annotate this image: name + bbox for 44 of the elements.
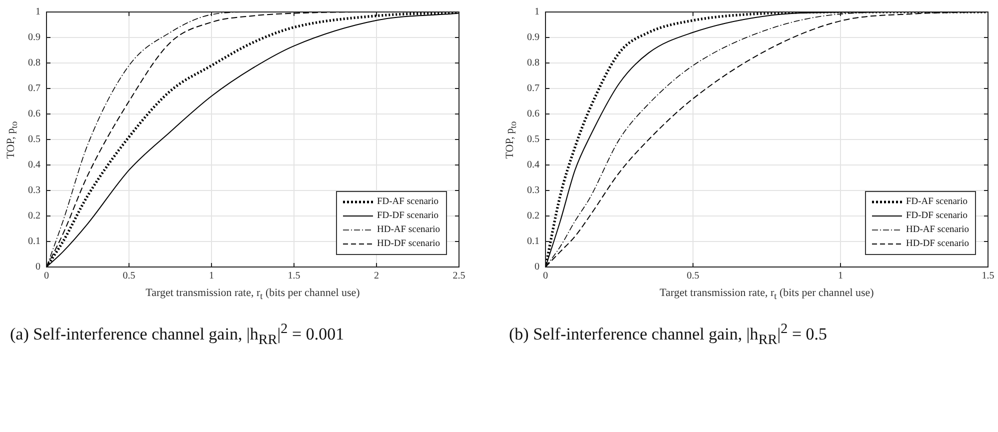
x-axis-title: Target transmission rate, r$_{t}$ (bits per channel use): [660, 287, 874, 302]
legend-label: FD-DF scenario: [906, 211, 968, 221]
y-tick-label: 0.3: [28, 185, 40, 196]
y-tick-label: 0.4: [527, 160, 540, 171]
x-tick-label: 0: [543, 270, 548, 282]
y-tick-label: 0.4: [28, 160, 40, 171]
text: (b) Self-interference channel gain, |h$_{RR}$|$^{2}$ = 0.5: [509, 320, 828, 350]
x-tick-label: 0.5: [122, 270, 136, 282]
legend-label: HD-DF scenario: [377, 239, 440, 249]
y-tick-label: 0.1: [527, 236, 540, 248]
legend-label: HD-AF scenario: [906, 225, 970, 235]
y-tick-label: 0.2: [527, 210, 540, 222]
x-tick-label: 0.5: [686, 270, 700, 282]
legend-label: HD-AF scenario: [377, 225, 440, 235]
y-tick-label: 0.6: [28, 108, 40, 120]
y-tick-label: 0: [534, 262, 540, 273]
y-tick-label: 0: [36, 262, 40, 273]
y-tick-label: 0.9: [527, 32, 540, 44]
legend-label: HD-DF scenario: [906, 239, 970, 249]
x-tick-label: 1.5: [288, 270, 300, 282]
y-tick-label: 0.2: [28, 210, 40, 222]
x-tick-label: 1: [209, 270, 214, 282]
y-tick-label: 0.5: [28, 134, 40, 146]
text: (a) Self-interference channel gain, |h$_{RR}$|$^{2}$ = 0.001: [10, 320, 346, 350]
x-axis-title: Target transmission rate, r$_{t}$ (bits per channel use): [146, 287, 360, 302]
y-tick-label: 0.3: [527, 185, 540, 196]
y-tick-label: 0.8: [28, 58, 40, 69]
legend-label: FD-AF scenario: [377, 197, 438, 207]
x-tick-label: 0: [44, 270, 49, 282]
y-tick-label: 0.8: [527, 58, 540, 69]
x-tick-label: 2.5: [452, 270, 466, 282]
x-tick-label: 2: [374, 270, 379, 282]
y-tick-label: 1: [36, 6, 40, 18]
y-tick-label: 0.7: [527, 83, 540, 94]
y-tick-label: 0.5: [527, 134, 540, 146]
y-tick-label: 0.9: [28, 32, 40, 44]
y-tick-label: 1: [534, 6, 540, 18]
y-tick-label: 0.6: [527, 108, 540, 120]
legend-label: FD-AF scenario: [906, 197, 968, 207]
x-tick-label: 1: [838, 270, 843, 282]
y-tick-label: 0.7: [28, 83, 40, 94]
x-tick-label: 1.5: [982, 270, 994, 282]
y-tick-label: 0.1: [28, 236, 40, 248]
legend-label: FD-DF scenario: [377, 211, 438, 221]
